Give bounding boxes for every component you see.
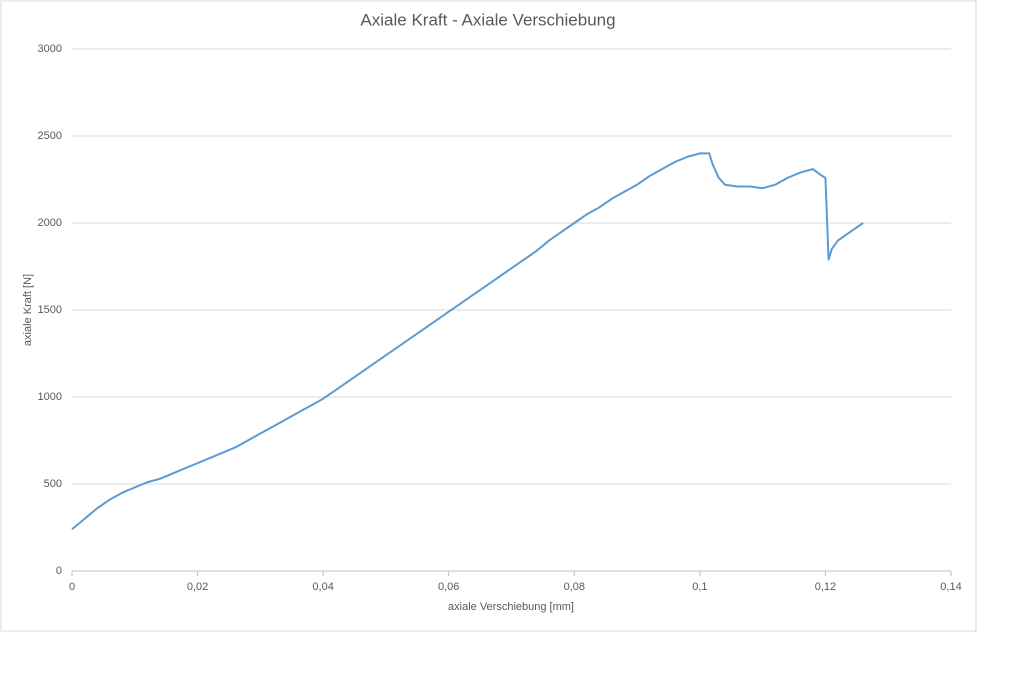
x-tick-label: 0,12 xyxy=(815,581,836,593)
x-tick-label: 0,1 xyxy=(692,581,707,593)
x-tick-label: 0,02 xyxy=(187,581,208,593)
x-tick-label: 0,06 xyxy=(438,581,459,593)
chart-title: Axiale Kraft - Axiale Verschiebung xyxy=(360,10,615,29)
y-tick-label: 3000 xyxy=(38,43,62,55)
y-tick-label: 1000 xyxy=(38,391,62,403)
x-tick-label: 0,14 xyxy=(940,581,961,593)
x-tick-label: 0,08 xyxy=(564,581,585,593)
data-line xyxy=(71,152,864,531)
x-tick-label: 0,04 xyxy=(312,581,333,593)
y-tick-label: 2500 xyxy=(38,130,62,142)
y-tick-label: 500 xyxy=(44,478,62,490)
y-tick-label: 0 xyxy=(56,565,62,577)
y-axis-label: axiale Kraft [N] xyxy=(22,274,34,346)
x-axis-label: axiale Verschiebung [mm] xyxy=(448,601,574,613)
chart-border xyxy=(0,0,977,632)
x-tick-label: 0 xyxy=(69,581,75,593)
y-tick-label: 2000 xyxy=(38,217,62,229)
y-tick-label: 1500 xyxy=(38,304,62,316)
